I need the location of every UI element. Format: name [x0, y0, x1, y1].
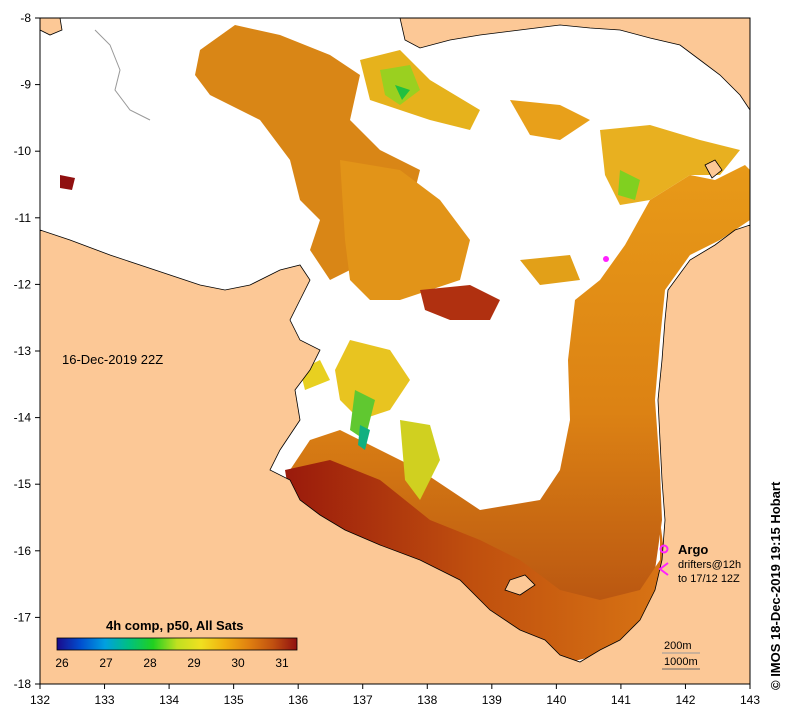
drifters-label: drifters@12h — [678, 559, 741, 571]
x-tick-label: 135 — [224, 693, 244, 707]
land — [40, 18, 750, 684]
colorbar-title: 4h comp, p50, All Sats — [106, 618, 244, 633]
colorbar-tick-label: 31 — [275, 656, 289, 670]
y-tick-label: -12 — [14, 277, 32, 291]
y-tick-label: -17 — [14, 610, 32, 624]
colorbar-tick-label: 30 — [231, 656, 245, 670]
x-tick-label: 141 — [611, 693, 631, 707]
y-tick-label: -14 — [14, 411, 32, 425]
colorbar-tick-label: 26 — [55, 656, 69, 670]
x-tick-label: 136 — [288, 693, 308, 707]
y-tick-label: -13 — [14, 344, 32, 358]
x-tick-label: 137 — [353, 693, 373, 707]
x-tick-label: 132 — [30, 693, 50, 707]
argo-legend: Argo drifters@12h to 17/12 12Z — [658, 542, 741, 585]
x-tick-label: 138 — [417, 693, 437, 707]
drifters-range: to 17/12 12Z — [678, 573, 740, 585]
contour-legend: 200m 1000m — [662, 640, 700, 670]
y-tick-label: -10 — [14, 144, 32, 158]
y-tick-label: -15 — [14, 477, 32, 491]
colorbar-tick-label: 29 — [187, 656, 201, 670]
x-tick-label: 142 — [675, 693, 695, 707]
x-tick-label: 133 — [95, 693, 115, 707]
y-tick-label: -11 — [15, 211, 32, 225]
colorbar-gradient — [56, 637, 298, 651]
y-axis: -8 -9 -10 -11 -12 -13 -14 -15 -16 -17 -18 — [14, 11, 40, 691]
x-axis: 132 133 134 135 136 137 138 139 140 141 142 143 — [30, 684, 760, 707]
drifter-marker-icon — [658, 562, 669, 576]
argo-marker-icon — [659, 544, 669, 554]
colorbar: 4h comp, p50, All Sats 26 27 28 29 30 31 — [55, 618, 298, 670]
contour-200m — [94, 29, 151, 121]
argo-label: Argo — [678, 542, 708, 557]
x-tick-label: 143 — [740, 693, 760, 707]
date-label: 16-Dec-2019 22Z — [62, 352, 163, 367]
y-tick-label: -18 — [14, 677, 32, 691]
y-tick-label: -9 — [20, 78, 31, 92]
x-tick-label: 140 — [546, 693, 566, 707]
credit-text: © IMOS 18-Dec-2019 19:15 Hobart — [768, 481, 783, 690]
sst-field — [60, 25, 750, 662]
y-tick-label: -8 — [20, 11, 31, 25]
colorbar-tick-label: 27 — [99, 656, 113, 670]
x-tick-label: 134 — [159, 693, 179, 707]
y-tick-label: -16 — [14, 544, 32, 558]
contour-200m-label: 200m — [664, 640, 692, 652]
argo-float-icon — [603, 256, 609, 262]
contour-1000m-label: 1000m — [664, 656, 698, 668]
colorbar-tick-label: 28 — [143, 656, 157, 670]
x-tick-label: 139 — [482, 693, 502, 707]
